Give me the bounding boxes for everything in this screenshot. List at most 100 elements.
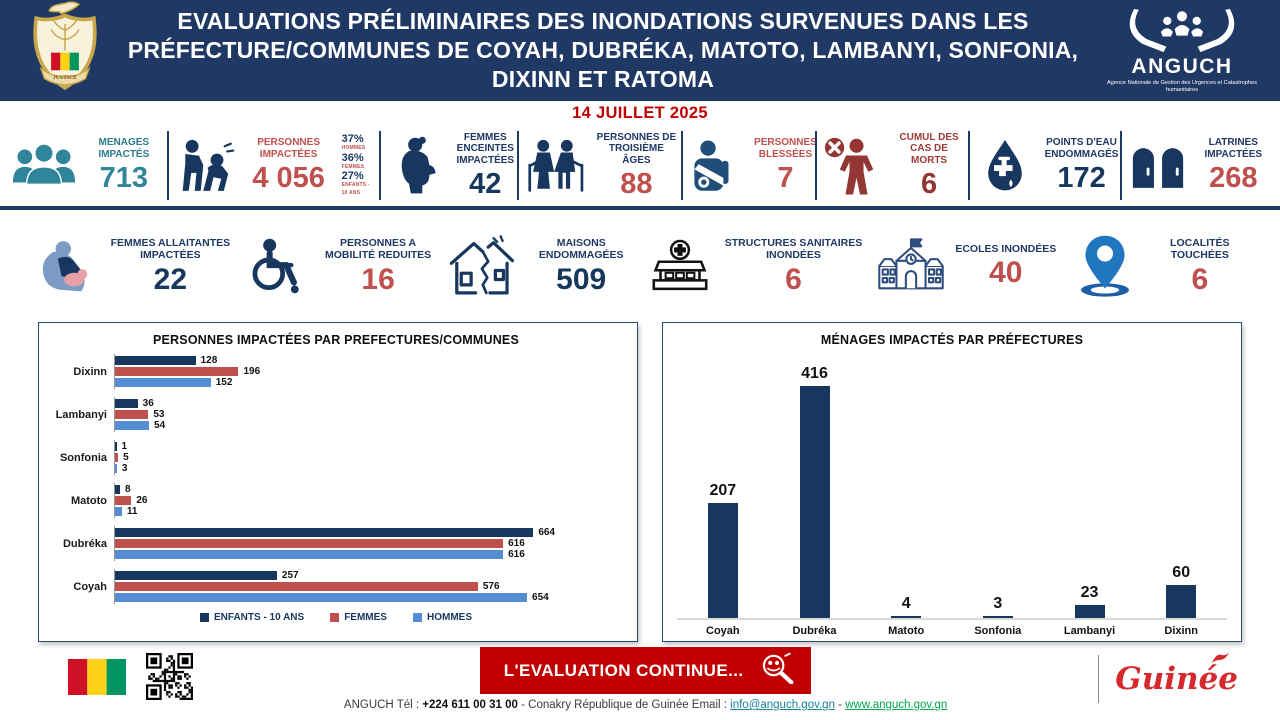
bar-value: 654: [532, 591, 549, 603]
contact-middle: - Conakry République de Guinée Email :: [517, 699, 731, 711]
stat-value: 16: [361, 262, 395, 296]
wheelchair-icon: [237, 237, 311, 295]
brand-text: Guinée: [1115, 661, 1238, 697]
stat-card-water-tap: POINTS D'EAU ENDOMMAGÉS 172: [970, 125, 1119, 206]
people-group-icon: [11, 141, 77, 191]
bar-line: 11: [115, 506, 627, 517]
bar-value: 616: [508, 548, 525, 560]
breakdown-pct: 37%: [341, 133, 364, 145]
water-tap-icon: [972, 137, 1038, 195]
stat-card-cracked-house: MAISONS ENDOMMAGÉES 509: [441, 216, 640, 316]
horizontal-bar-chart: PERSONNES IMPACTÉES PAR PREFECTURES/COMM…: [38, 322, 638, 642]
category-bars: 128 196 152: [114, 354, 627, 389]
stat-card-pregnant-woman: FEMMES ENCEINTES IMPACTÉES 42: [381, 125, 516, 206]
chart-category-row: Dubréka 664 616 616: [45, 526, 627, 561]
stat-value: 22: [153, 262, 188, 296]
latrines-icon: [1125, 140, 1191, 192]
guinea-flag-icon: [68, 658, 126, 700]
bar-value: 11: [126, 505, 138, 517]
pregnant-woman-icon: [384, 136, 450, 196]
stat-label: CUMUL DES CAS DE MORTS: [899, 131, 959, 167]
category-label: Dixinn: [73, 365, 107, 378]
legend-item: HOMMES: [412, 612, 472, 623]
bar-value: 54: [154, 419, 166, 431]
bar-value: 36: [142, 397, 154, 409]
bar-segment: [115, 356, 196, 365]
footer-divider: [1098, 655, 1100, 703]
contact-prefix: ANGUCH Tél :: [343, 699, 423, 711]
card-divider: [1119, 131, 1122, 200]
bar-value: 60: [1172, 563, 1191, 581]
category-label: Sonfonia: [59, 451, 107, 464]
bar-segment: [115, 571, 277, 580]
breakdown-label: ENFANTS - 10 ANS: [341, 182, 370, 196]
stat-label: PERSONNES BLESSÉES: [754, 137, 817, 161]
stat-card-map-pin: LOCALITÉS TOUCHÉES 6: [1065, 216, 1254, 316]
chart-column: 23: [1044, 584, 1136, 618]
category-label: Dixinn: [1164, 625, 1198, 637]
chart-category-row: Lambanyi 36 53 54: [45, 397, 627, 432]
stat-card-elderly-couple: PERSONNES DE TROISIÈME ÂGES 88: [519, 125, 682, 206]
bar-segment: [115, 539, 504, 548]
bar-segment: [115, 367, 239, 376]
bar-segment: [1074, 605, 1105, 618]
category-bars: 664 616 616: [114, 526, 627, 561]
bar-segment: [115, 582, 478, 591]
bar-value: 128: [200, 354, 218, 366]
bar-value: 416: [801, 365, 828, 383]
stat-value: 6: [1191, 262, 1209, 296]
card-divider: [516, 131, 519, 200]
bar-value: 664: [538, 526, 555, 538]
bar-value: 3: [121, 462, 128, 474]
brand-bird-icon: [1212, 652, 1229, 663]
elderly-couple-icon: [522, 137, 588, 195]
contact-phone: +224 611 00 31 00: [422, 699, 518, 711]
anguch-logo: ANGUCH Agence Nationale de Gestion des U…: [1096, 8, 1268, 94]
stat-label: FEMMES ALLAITANTES IMPACTÉES: [110, 236, 231, 262]
stat-value: 172: [1057, 162, 1106, 195]
stat-card-school: ECOLES INONDÉES 40: [866, 216, 1065, 316]
stat-label: LOCALITÉS TOUCHÉES: [1170, 236, 1230, 262]
bar-value: 23: [1080, 584, 1099, 602]
chart-category-row: Coyah 257 576 654: [45, 569, 627, 604]
category-label: Dubréka: [792, 625, 837, 637]
school-icon: [874, 236, 948, 296]
hospital-icon: [643, 237, 717, 295]
bar-line: 152: [115, 377, 627, 388]
charts-section: PERSONNES IMPACTÉES PAR PREFECTURES/COMM…: [0, 316, 1280, 642]
legend-item: ENFANTS - 10 ANS: [200, 612, 304, 623]
footer-center: L'EVALUATION CONTINUE... ANGUCH Tél : +2…: [193, 647, 1098, 711]
bar-value: 257: [281, 569, 299, 581]
evaluation-banner-label: L'EVALUATION CONTINUE...: [503, 660, 744, 680]
contact-separator: -: [834, 699, 846, 711]
category-label: Matoto: [70, 494, 107, 507]
vbar-plot: 207 416 4 3 23 60: [677, 351, 1227, 618]
bar-value: 1: [121, 440, 128, 452]
nursing-mother-icon: [29, 239, 103, 293]
bar-value: 616: [508, 537, 525, 549]
vertical-bar-chart: MÉNAGES IMPACTÉS PAR PRÉFECTURES 207 416 4 3…: [662, 322, 1242, 642]
bar-segment: [115, 421, 150, 430]
stat-card-nursing-mother: FEMMES ALLAITANTES IMPACTÉES 22: [26, 216, 234, 316]
website-link[interactable]: www.anguch.gov.gn: [845, 699, 948, 711]
card-divider: [814, 131, 817, 200]
contact-line: ANGUCH Tél : +224 611 00 31 00 - Conakry…: [344, 699, 947, 711]
chart-column: 416: [769, 365, 861, 618]
email-link[interactable]: info@anguch.gov.gn: [730, 699, 835, 711]
category-label: Matoto: [888, 625, 925, 637]
stat-label: MENAGES IMPACTÉS: [98, 137, 150, 161]
chart-column: 60: [1135, 564, 1227, 618]
category-label: Lambanyi: [1063, 625, 1116, 637]
stat-value: 6: [785, 262, 802, 296]
chart-category-row: Matoto 8 26 11: [45, 483, 627, 518]
chart-title: MÉNAGES IMPACTÉS PAR PRÉFECTURES: [820, 333, 1084, 347]
qr-code: [146, 653, 193, 705]
category-label: Coyah: [73, 580, 107, 593]
svg-text:JUSTICE: JUSTICE: [53, 75, 77, 81]
chart-category-row: Dixinn 128 196 152: [45, 354, 627, 389]
bar-line: 576: [115, 581, 627, 592]
bar-line: 3: [115, 463, 627, 474]
stat-value: 4 056: [252, 162, 325, 195]
legend-swatch: [330, 613, 340, 622]
page-title: EVALUATIONS PRÉLIMINAIRES DES INONDATION…: [127, 8, 1079, 92]
